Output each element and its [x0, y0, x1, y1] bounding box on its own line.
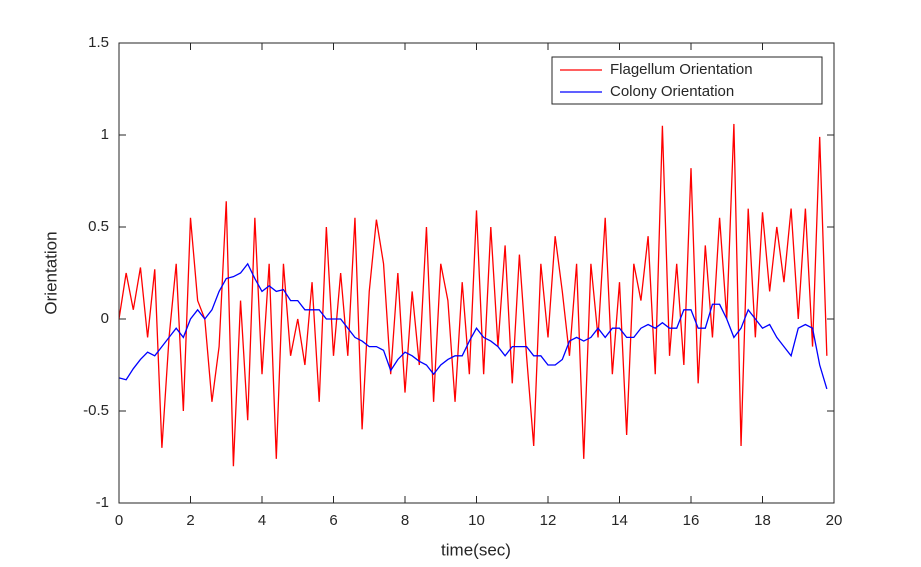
x-tick-label: 16 [683, 512, 700, 529]
legend-label: Colony Orientation [610, 83, 734, 100]
x-tick-label: 0 [115, 512, 123, 529]
x-axis-label: time(sec) [441, 540, 511, 559]
line-series [119, 123, 828, 467]
y-tick-label: 1.5 [88, 34, 109, 51]
x-tick-label: 6 [329, 512, 337, 529]
legend-box [551, 56, 823, 105]
y-tick-label: 0 [101, 310, 109, 327]
axes-box [118, 42, 835, 504]
y-axis-label: Orientation [41, 231, 60, 314]
y-tick-label: 1 [101, 126, 109, 143]
line-series [119, 262, 828, 390]
y-tick-label: 0.5 [88, 218, 109, 235]
x-tick-label: 18 [754, 512, 771, 529]
y-tick-label: -0.5 [83, 402, 109, 419]
x-tick-label: 12 [540, 512, 557, 529]
legend-label: Flagellum Orientation [610, 61, 753, 78]
x-tick-label: 10 [468, 512, 485, 529]
x-tick-label: 8 [401, 512, 409, 529]
x-tick-label: 2 [186, 512, 194, 529]
x-tick-label: 14 [611, 512, 628, 529]
x-tick-label: 20 [826, 512, 843, 529]
x-tick-label: 4 [258, 512, 266, 529]
y-tick-label: -1 [96, 494, 109, 511]
